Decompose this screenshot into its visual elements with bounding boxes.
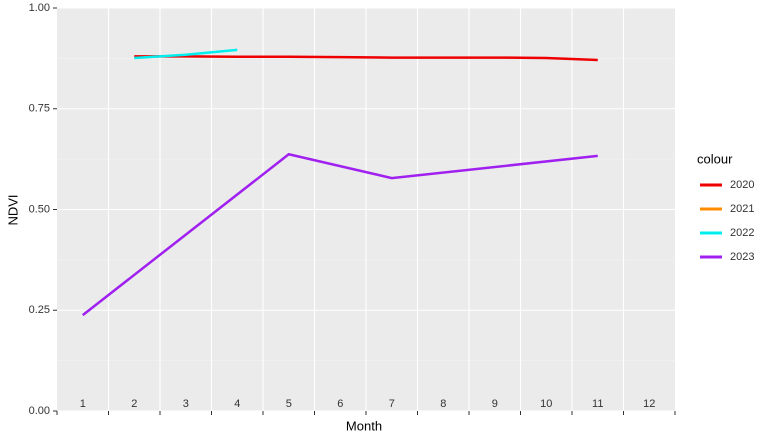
series-line	[81, 152, 598, 317]
y-tick-label: 0.25	[29, 304, 50, 316]
month-label: 9	[492, 398, 498, 410]
legend-label: 2021	[730, 203, 754, 215]
month-label: 2	[131, 398, 137, 410]
legend-label: 2023	[730, 251, 754, 263]
legend-title: colour	[697, 151, 733, 166]
legend-label: 2022	[730, 227, 754, 239]
y-tick-label: 0.50	[29, 203, 50, 215]
y-axis-title: NDVI	[5, 194, 20, 225]
y-tick-label: 0.75	[29, 103, 50, 115]
month-label: 8	[440, 398, 446, 410]
month-label: 10	[540, 398, 552, 410]
y-tick-label: 0.00	[29, 405, 50, 417]
legend-label: 2020	[730, 179, 754, 191]
month-label: 3	[183, 398, 189, 410]
month-label: 11	[592, 398, 603, 410]
y-tick-label: 1.00	[29, 2, 50, 14]
series-line	[134, 48, 238, 60]
month-label: 5	[286, 398, 292, 410]
month-label: 12	[643, 398, 655, 410]
month-label: 1	[80, 398, 86, 410]
series-line	[134, 55, 598, 62]
x-axis-title: Month	[346, 418, 382, 433]
month-label: 4	[234, 398, 240, 410]
month-label: 7	[389, 398, 395, 410]
month-label: 6	[337, 398, 343, 410]
